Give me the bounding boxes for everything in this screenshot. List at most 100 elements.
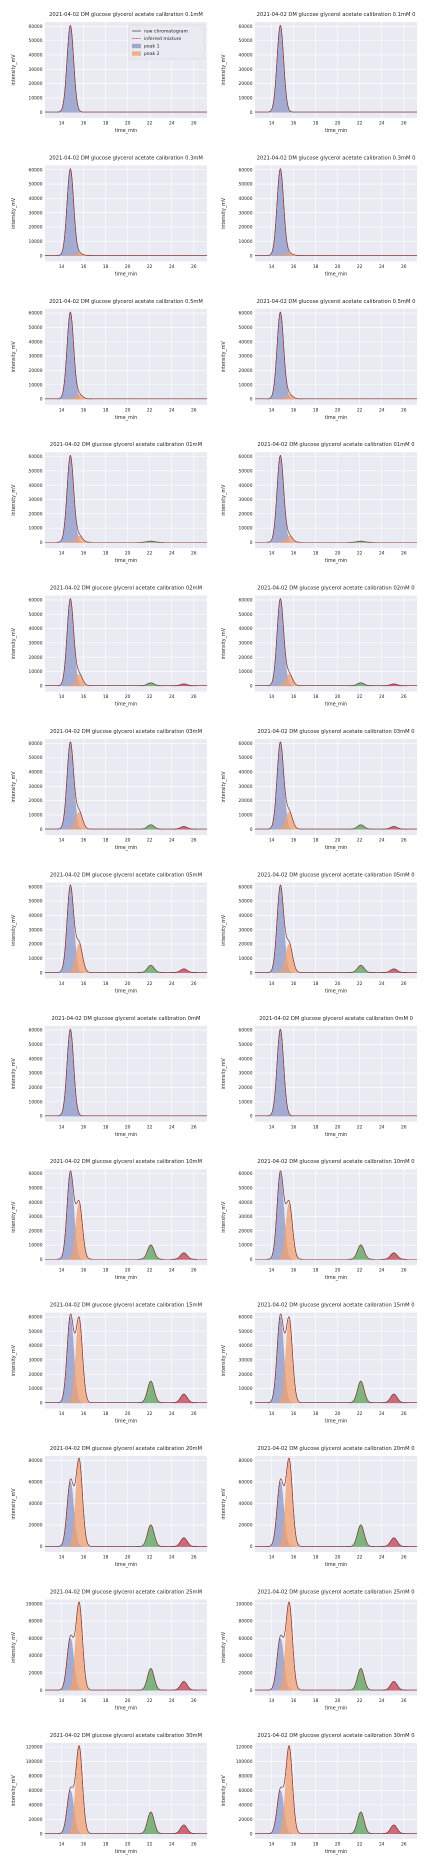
x-tick-label: 16 xyxy=(81,1698,87,1704)
y-tick-label: 30000 xyxy=(29,1071,43,1077)
x-tick-label: 24 xyxy=(379,264,385,270)
x-axis-label: time_min xyxy=(325,1705,347,1711)
chart-title: 2021-04-02 DM glucose glycerol acetate c… xyxy=(257,1159,414,1165)
inferred-mixture-line xyxy=(255,884,417,973)
raw-chromatogram-line xyxy=(45,1170,207,1260)
chart-panel: 14 16 18 20 22 24 26 0 10000 20000 30000 40000 50000… xyxy=(11,1159,207,1281)
x-tick-label: 26 xyxy=(401,1841,407,1847)
x-tick-label: 20 xyxy=(335,694,341,700)
x-tick-label: 18 xyxy=(313,1698,319,1704)
peaks-group xyxy=(255,1028,417,1117)
y-tick-label: 60000 xyxy=(239,741,253,747)
x-tick-label: 22 xyxy=(357,1124,363,1130)
chart-panel: 14 16 18 20 22 24 26 0 10000 20000 30000 40000 50000… xyxy=(221,729,417,851)
x-tick-label: 16 xyxy=(291,1698,297,1704)
y-tick-label: 60000 xyxy=(239,1636,253,1642)
y-tick-label: 60000 xyxy=(239,1788,253,1794)
y-axis-label: intensity_mV xyxy=(221,197,227,229)
raw-chromatogram-line xyxy=(255,1170,417,1260)
x-tick-label: 18 xyxy=(103,1555,109,1561)
y-tick-label: 40000 xyxy=(239,1056,253,1062)
y-tick-label: 30000 xyxy=(239,354,253,360)
x-tick-label: 20 xyxy=(335,1841,341,1847)
chart-panel: 14 16 18 20 22 24 26 0 10000 20000 30000 40000 50000… xyxy=(11,1016,207,1138)
chart-title: 2021-04-02 DM glucose glycerol acetate c… xyxy=(257,299,416,305)
chart-title: 2021-04-02 DM glucose glycerol acetate c… xyxy=(50,729,202,735)
x-tick-label: 16 xyxy=(291,838,297,844)
x-axis-label: time_min xyxy=(325,1562,347,1568)
x-tick-label: 14 xyxy=(59,121,65,127)
y-tick-label: 0 xyxy=(250,827,253,833)
y-axis-label: intensity_mV xyxy=(11,1201,17,1233)
y-tick-label: 60000 xyxy=(29,1636,43,1642)
y-tick-label: 60000 xyxy=(239,597,253,603)
x-tick-label: 22 xyxy=(357,264,363,270)
x-axis-label: time_min xyxy=(115,845,137,851)
y-tick-label: 30000 xyxy=(239,927,253,933)
x-tick-label: 24 xyxy=(379,1268,385,1274)
y-tick-label: 20000 xyxy=(239,81,253,87)
y-tick-label: 30000 xyxy=(29,927,43,933)
y-tick-label: 0 xyxy=(40,1400,43,1406)
x-axis-label: time_min xyxy=(115,988,137,994)
peaks-group xyxy=(255,1313,417,1404)
y-tick-label: 0 xyxy=(250,253,253,259)
x-tick-label: 18 xyxy=(103,1124,109,1130)
y-tick-label: 0 xyxy=(40,1544,43,1550)
y-tick-label: 10000 xyxy=(29,813,43,819)
chart-panel: 14 16 18 20 22 24 26 0 10000 20000 30000 40000 50000… xyxy=(11,12,207,134)
chart-title: 2021-04-02 DM glucose glycerol acetate c… xyxy=(257,1446,414,1452)
y-tick-label: 40000 xyxy=(239,1200,253,1206)
x-tick-label: 22 xyxy=(357,838,363,844)
x-axis-label: time_min xyxy=(115,271,137,277)
x-tick-label: 26 xyxy=(191,981,197,987)
chart-title: 2021-04-02 DM glucose glycerol acetate c… xyxy=(52,1016,201,1022)
inferred-mixture-line xyxy=(255,1601,417,1691)
x-tick-label: 24 xyxy=(169,694,175,700)
x-tick-label: 18 xyxy=(313,264,319,270)
y-tick-label: 0 xyxy=(40,253,43,259)
peaks-group xyxy=(45,1745,207,1834)
y-tick-label: 60000 xyxy=(239,167,253,173)
y-tick-label: 0 xyxy=(40,397,43,403)
y-tick-label: 40000 xyxy=(29,196,43,202)
inferred-mixture-line xyxy=(45,168,207,256)
x-axis-label: time_min xyxy=(325,415,347,421)
x-tick-label: 22 xyxy=(147,264,153,270)
x-tick-label: 20 xyxy=(335,407,341,413)
x-tick-label: 20 xyxy=(125,1698,131,1704)
inferred-mixture-line xyxy=(255,1457,417,1547)
y-tick-label: 120000 xyxy=(236,1745,253,1751)
x-axis-label: time_min xyxy=(115,1562,137,1568)
y-tick-label: 10000 xyxy=(239,1099,253,1105)
chart-title: 2021-04-02 DM glucose glycerol acetate c… xyxy=(50,1589,202,1595)
x-tick-label: 18 xyxy=(313,694,319,700)
x-tick-label: 16 xyxy=(81,1268,87,1274)
x-tick-label: 16 xyxy=(81,838,87,844)
x-tick-label: 22 xyxy=(147,838,153,844)
x-tick-label: 26 xyxy=(401,694,407,700)
y-tick-label: 60000 xyxy=(29,24,43,30)
y-tick-label: 20000 xyxy=(239,225,253,231)
x-tick-label: 24 xyxy=(169,838,175,844)
x-tick-label: 26 xyxy=(191,1411,197,1417)
y-tick-label: 20000 xyxy=(239,1523,253,1529)
y-tick-label: 40000 xyxy=(239,1501,253,1507)
y-tick-label: 60000 xyxy=(29,1314,43,1320)
x-axis-label: time_min xyxy=(115,1849,137,1855)
x-tick-label: 18 xyxy=(103,1841,109,1847)
chart-panel: 14 16 18 20 22 24 26 0 10000 20000 30000 40000 50000… xyxy=(11,872,207,994)
y-tick-label: 60000 xyxy=(239,1479,253,1485)
x-tick-label: 20 xyxy=(335,1124,341,1130)
chart-title: 2021-04-02 DM glucose glycerol acetate c… xyxy=(50,1446,202,1452)
x-tick-label: 20 xyxy=(125,121,131,127)
y-tick-label: 10000 xyxy=(29,1386,43,1392)
y-tick-label: 50000 xyxy=(29,1329,43,1335)
x-tick-label: 24 xyxy=(169,407,175,413)
x-tick-label: 24 xyxy=(379,838,385,844)
x-tick-label: 14 xyxy=(59,1124,65,1130)
y-tick-label: 40000 xyxy=(239,196,253,202)
y-tick-label: 100000 xyxy=(26,1601,43,1607)
